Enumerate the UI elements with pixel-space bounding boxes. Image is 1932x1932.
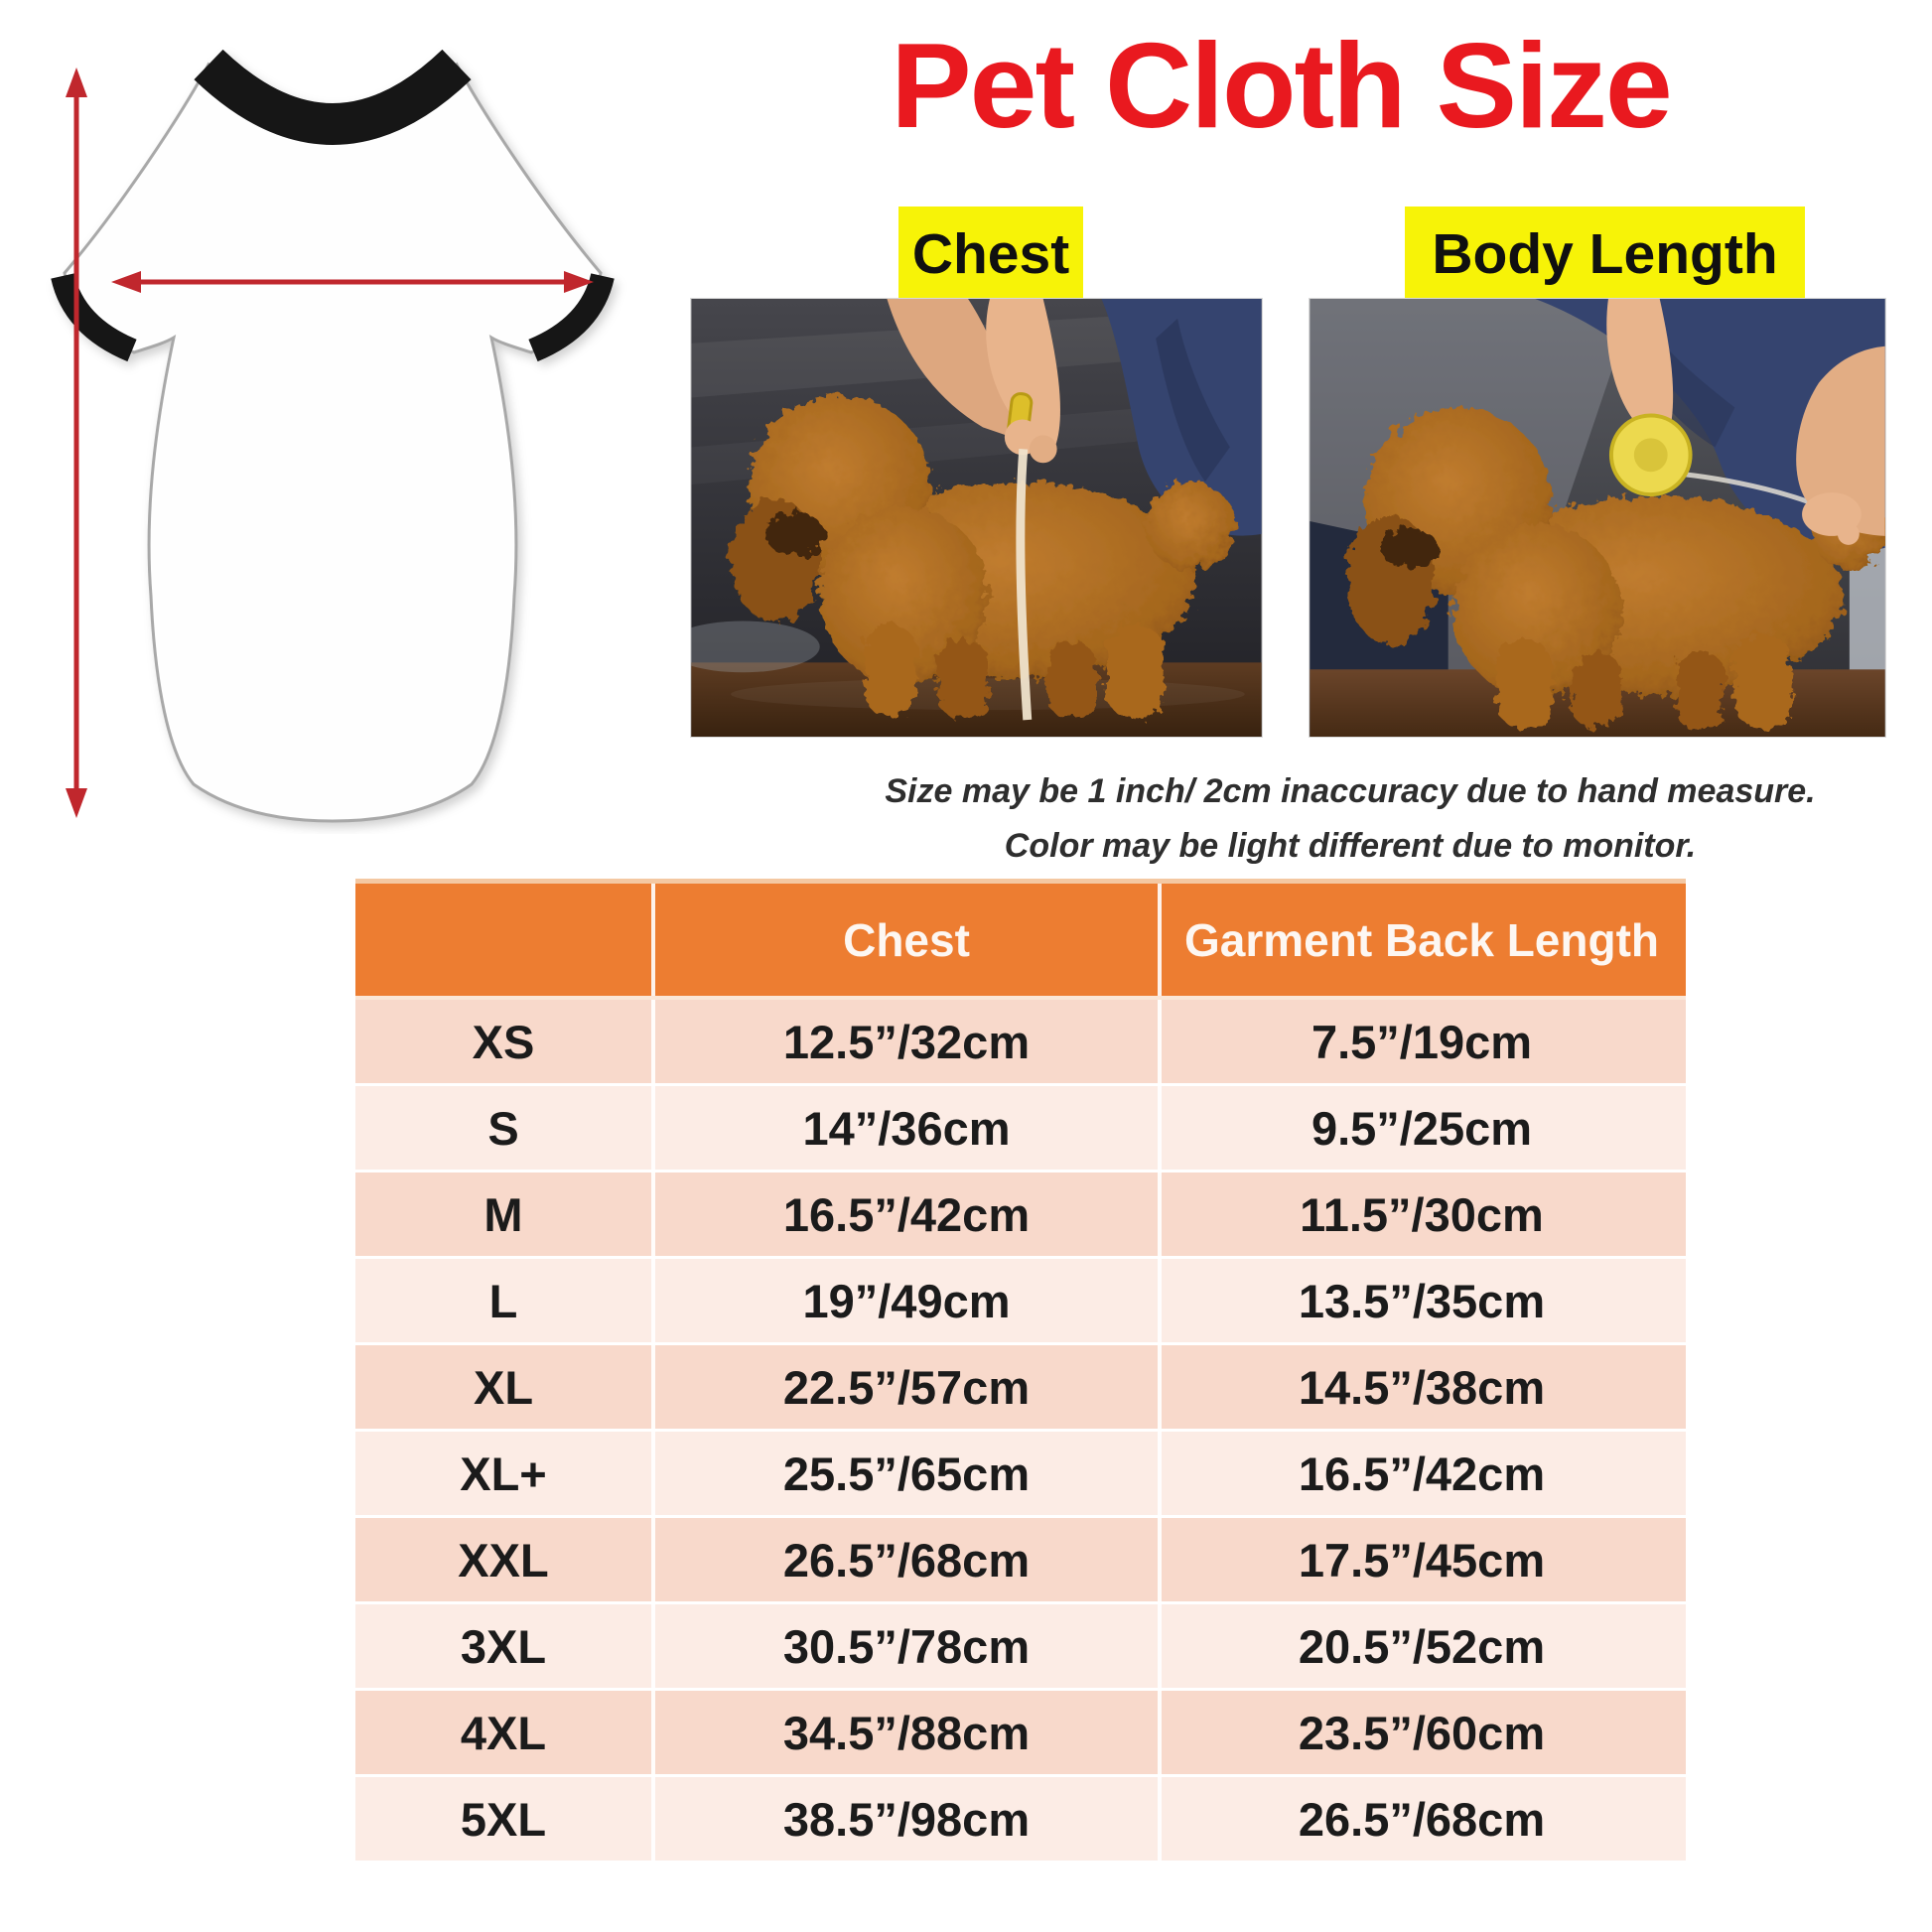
back-length-cell: 11.5”/30cm (1300, 1187, 1544, 1241)
back-length-cell: 26.5”/68cm (1298, 1792, 1546, 1846)
chest-cell: 22.5”/57cm (655, 1345, 1162, 1429)
size-cell: XL (355, 1345, 655, 1429)
measuring-tape (1016, 448, 1033, 721)
table-row-m: M 16.5”/42cm 11.5”/30cm (355, 1173, 1686, 1259)
header-back-length-cell: Garment Back Length (1184, 913, 1659, 966)
back-length-cell: 7.5”/19cm (1311, 1015, 1533, 1068)
size-cell: 5XL (355, 1777, 655, 1861)
body-length-measure-photo (1309, 298, 1886, 738)
table-row-l: L 19”/49cm 13.5”/35cm (355, 1259, 1686, 1345)
metal-dish (691, 621, 820, 673)
chest-cell: 26.5”/68cm (655, 1518, 1162, 1601)
chest-cell: 16.5”/42cm (655, 1173, 1162, 1256)
table-row-4xl: 4XL 34.5”/88cm 23.5”/60cm (355, 1691, 1686, 1777)
body-length-measure-label: Body Length (1405, 207, 1805, 301)
header-size-cell (355, 884, 655, 996)
chest-cell: 25.5”/65cm (655, 1432, 1162, 1515)
plush-dog (1346, 407, 1885, 731)
back-length-cell: 17.5”/45cm (1298, 1533, 1546, 1587)
hand-at-tail (1796, 345, 1885, 545)
back-length-cell: 20.5”/52cm (1298, 1619, 1546, 1673)
chest-cell: 14”/36cm (655, 1086, 1162, 1170)
hand-with-tape-case (1606, 299, 1693, 497)
plush-dog (731, 395, 1235, 720)
table-row-xl: XL 22.5”/57cm 14.5”/38cm (355, 1345, 1686, 1432)
chest-cell: 19”/49cm (655, 1259, 1162, 1342)
chest-cell: 34.5”/88cm (655, 1691, 1162, 1774)
table-row-s: S 14”/36cm 9.5”/25cm (355, 1086, 1686, 1173)
back-length-cell: 23.5”/60cm (1298, 1706, 1546, 1759)
size-table: Chest Garment Back Length XS 12.5”/32cm … (355, 879, 1686, 1863)
size-cell: M (355, 1173, 655, 1256)
disclaimer-line-2: Color may be light different due to moni… (1004, 827, 1697, 866)
back-length-cell: 9.5”/25cm (1311, 1101, 1533, 1155)
chest-measure-photo (690, 298, 1263, 738)
back-length-cell: 13.5”/35cm (1298, 1274, 1546, 1327)
table-header-row: Chest Garment Back Length (355, 879, 1686, 1000)
disclaimer-line-1: Size may be 1 inch/ 2cm inaccuracy due t… (885, 772, 1816, 810)
size-cell: 4XL (355, 1691, 655, 1774)
chest-cell: 38.5”/98cm (655, 1777, 1162, 1861)
back-length-cell: 14.5”/38cm (1298, 1360, 1546, 1414)
size-cell: XXL (355, 1518, 655, 1601)
table-row-xs: XS 12.5”/32cm 7.5”/19cm (355, 1000, 1686, 1086)
table-row-xl-plus: XL+ 25.5”/65cm 16.5”/42cm (355, 1432, 1686, 1518)
measuring-hands (887, 299, 1060, 464)
chest-cell: 12.5”/32cm (655, 1000, 1162, 1083)
tshirt-body (51, 49, 615, 823)
size-cell: XS (355, 1000, 655, 1083)
left-cuff-band (51, 273, 137, 362)
size-cell: XL+ (355, 1432, 655, 1515)
table-row-5xl: 5XL 38.5”/98cm 26.5”/68cm (355, 1777, 1686, 1863)
table-row-3xl: 3XL 30.5”/78cm 20.5”/52cm (355, 1604, 1686, 1691)
page-title: Pet Cloth Size (891, 18, 1672, 153)
table-row-xxl: XXL 26.5”/68cm 17.5”/45cm (355, 1518, 1686, 1604)
chest-cell: 30.5”/78cm (655, 1604, 1162, 1688)
size-cell: 3XL (355, 1604, 655, 1688)
right-cuff-band (528, 273, 615, 362)
chest-width-arrow (111, 271, 594, 293)
body-length-arrow (66, 68, 87, 818)
header-chest-cell: Chest (655, 884, 1162, 996)
collar-band (194, 49, 472, 145)
size-cell: L (355, 1259, 655, 1342)
back-length-cell: 16.5”/42cm (1298, 1447, 1546, 1500)
chest-measure-label: Chest (898, 207, 1083, 301)
size-cell: S (355, 1086, 655, 1170)
disclaimer: Size may be 1 inch/ 2cm inaccuracy due t… (695, 764, 1932, 874)
tshirt-measurement-diagram (51, 49, 615, 823)
